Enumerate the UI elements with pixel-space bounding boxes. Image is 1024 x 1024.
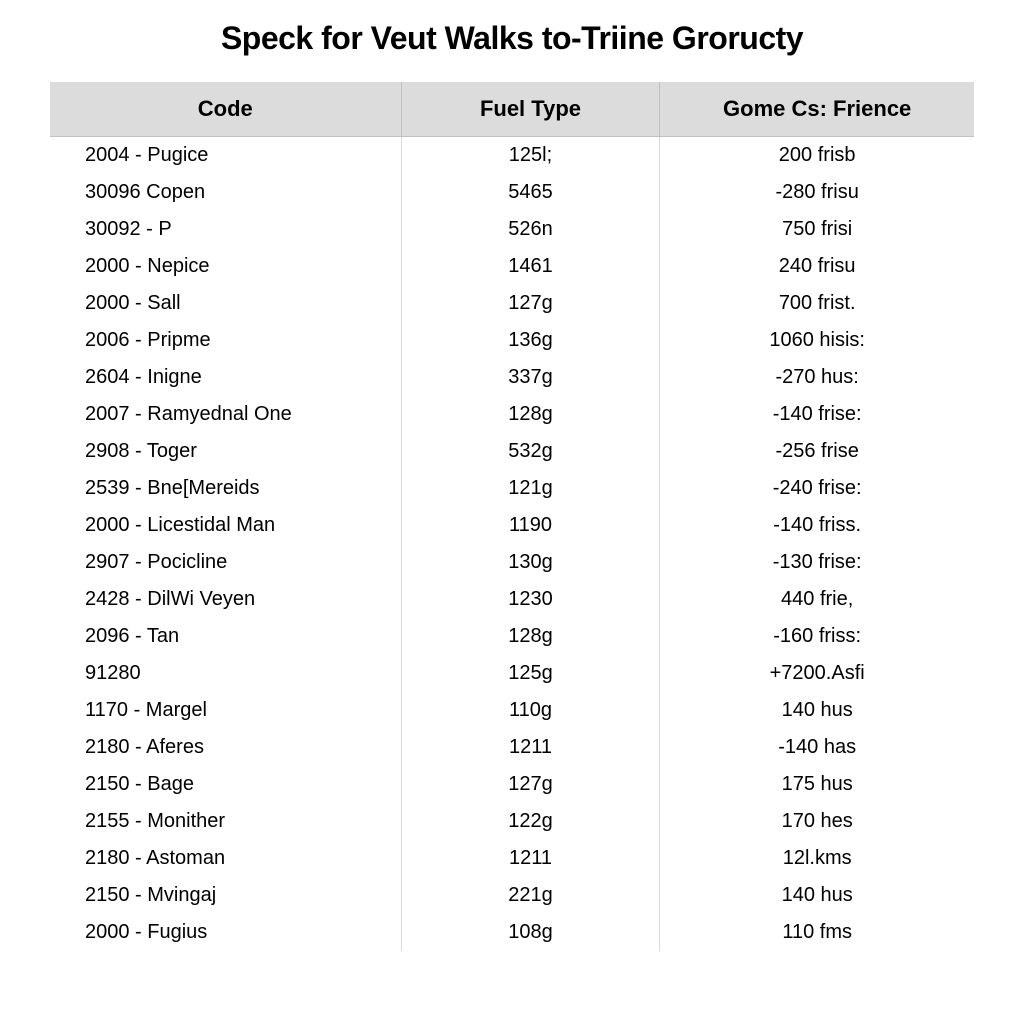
table-row: 30096 Copen5465-280 frisu [50,174,974,211]
cell-gome: 140 hus [660,877,974,914]
data-table: Code Fuel Type Gome Cs: Frience 2004 - P… [50,82,974,951]
cell-gome: 175 hus [660,766,974,803]
cell-gome: -140 frise: [660,396,974,433]
cell-gome: 110 fms [660,914,974,951]
table-row: 2000 - Nepice1461240 frisu [50,248,974,285]
cell-fuel: 532g [401,433,660,470]
cell-code: 2000 - Sall [50,285,401,322]
cell-code: 2907 - Pocicline [50,544,401,581]
table-row: 2155 - Monither122g170 hes [50,803,974,840]
cell-fuel: 127g [401,766,660,803]
cell-code: 2006 - Pripme [50,322,401,359]
cell-fuel: 136g [401,322,660,359]
cell-code: 2096 - Tan [50,618,401,655]
cell-code: 2150 - Mvingaj [50,877,401,914]
table-body: 2004 - Pugice125l;200 frisb30096 Copen54… [50,137,974,952]
table-row: 2150 - Bage127g175 hus [50,766,974,803]
table-row: 91280125g+7200.Asfi [50,655,974,692]
table-row: 2180 - Astoman121112l.kms [50,840,974,877]
cell-code: 2908 - Toger [50,433,401,470]
cell-fuel: 1230 [401,581,660,618]
cell-code: 1170 - Margel [50,692,401,729]
cell-fuel: 1211 [401,729,660,766]
cell-gome: 240 frisu [660,248,974,285]
cell-code: 2000 - Fugius [50,914,401,951]
table-row: 2180 - Aferes1211-140 has [50,729,974,766]
table-row: 2150 - Mvingaj221g140 hus [50,877,974,914]
cell-code: 2000 - Licestidal Man [50,507,401,544]
cell-gome: -160 friss: [660,618,974,655]
cell-gome: -256 frise [660,433,974,470]
cell-code: 2539 - Bne[Mereids [50,470,401,507]
cell-gome: 140 hus [660,692,974,729]
cell-gome: 700 frist. [660,285,974,322]
cell-fuel: 121g [401,470,660,507]
cell-gome: -270 hus: [660,359,974,396]
cell-gome: 200 frisb [660,137,974,175]
cell-code: 2007 - Ramyednal One [50,396,401,433]
column-header-code: Code [50,82,401,137]
table-row: 2004 - Pugice125l;200 frisb [50,137,974,175]
table-row: 2096 - Tan128g-160 friss: [50,618,974,655]
cell-gome: -130 frise: [660,544,974,581]
table-header-row: Code Fuel Type Gome Cs: Frience [50,82,974,137]
cell-gome: -280 frisu [660,174,974,211]
cell-code: 30096 Copen [50,174,401,211]
cell-gome: -140 friss. [660,507,974,544]
cell-fuel: 128g [401,396,660,433]
cell-fuel: 128g [401,618,660,655]
cell-gome: 12l.kms [660,840,974,877]
table-row: 2007 - Ramyednal One128g-140 frise: [50,396,974,433]
cell-code: 2604 - Inigne [50,359,401,396]
cell-fuel: 5465 [401,174,660,211]
table-row: 2604 - Inigne337g-270 hus: [50,359,974,396]
table-row: 2907 - Pocicline130g-130 frise: [50,544,974,581]
cell-code: 2150 - Bage [50,766,401,803]
column-header-gome: Gome Cs: Frience [660,82,974,137]
cell-code: 2180 - Astoman [50,840,401,877]
cell-fuel: 1461 [401,248,660,285]
cell-fuel: 108g [401,914,660,951]
table-row: 2908 - Toger532g-256 frise [50,433,974,470]
cell-gome: 750 frisi [660,211,974,248]
table-row: 2000 - Fugius108g110 fms [50,914,974,951]
cell-code: 2428 - DilWi Veyen [50,581,401,618]
cell-code: 2004 - Pugice [50,137,401,175]
cell-fuel: 125l; [401,137,660,175]
cell-code: 91280 [50,655,401,692]
table-row: 2000 - Licestidal Man1190-140 friss. [50,507,974,544]
cell-fuel: 1190 [401,507,660,544]
cell-gome: 440 frie, [660,581,974,618]
column-header-fuel: Fuel Type [401,82,660,137]
cell-fuel: 122g [401,803,660,840]
cell-gome: -240 frise: [660,470,974,507]
cell-fuel: 110g [401,692,660,729]
cell-gome: -140 has [660,729,974,766]
cell-code: 2180 - Aferes [50,729,401,766]
cell-fuel: 337g [401,359,660,396]
cell-fuel: 125g [401,655,660,692]
page-title: Speck for Veut Walks to-Triine Groructy [50,20,974,57]
cell-fuel: 127g [401,285,660,322]
cell-gome: +7200.Asfi [660,655,974,692]
table-row: 2539 - Bne[Mereids121g-240 frise: [50,470,974,507]
cell-fuel: 1211 [401,840,660,877]
table-row: 2006 - Pripme136g1060 hisis: [50,322,974,359]
table-row: 2000 - Sall127g700 frist. [50,285,974,322]
cell-fuel: 221g [401,877,660,914]
cell-code: 2155 - Monither [50,803,401,840]
cell-code: 30092 - P [50,211,401,248]
table-row: 30092 - P526n750 frisi [50,211,974,248]
cell-code: 2000 - Nepice [50,248,401,285]
cell-gome: 1060 hisis: [660,322,974,359]
table-row: 1170 - Margel110g140 hus [50,692,974,729]
table-row: 2428 - DilWi Veyen1230440 frie, [50,581,974,618]
cell-fuel: 526n [401,211,660,248]
cell-fuel: 130g [401,544,660,581]
cell-gome: 170 hes [660,803,974,840]
